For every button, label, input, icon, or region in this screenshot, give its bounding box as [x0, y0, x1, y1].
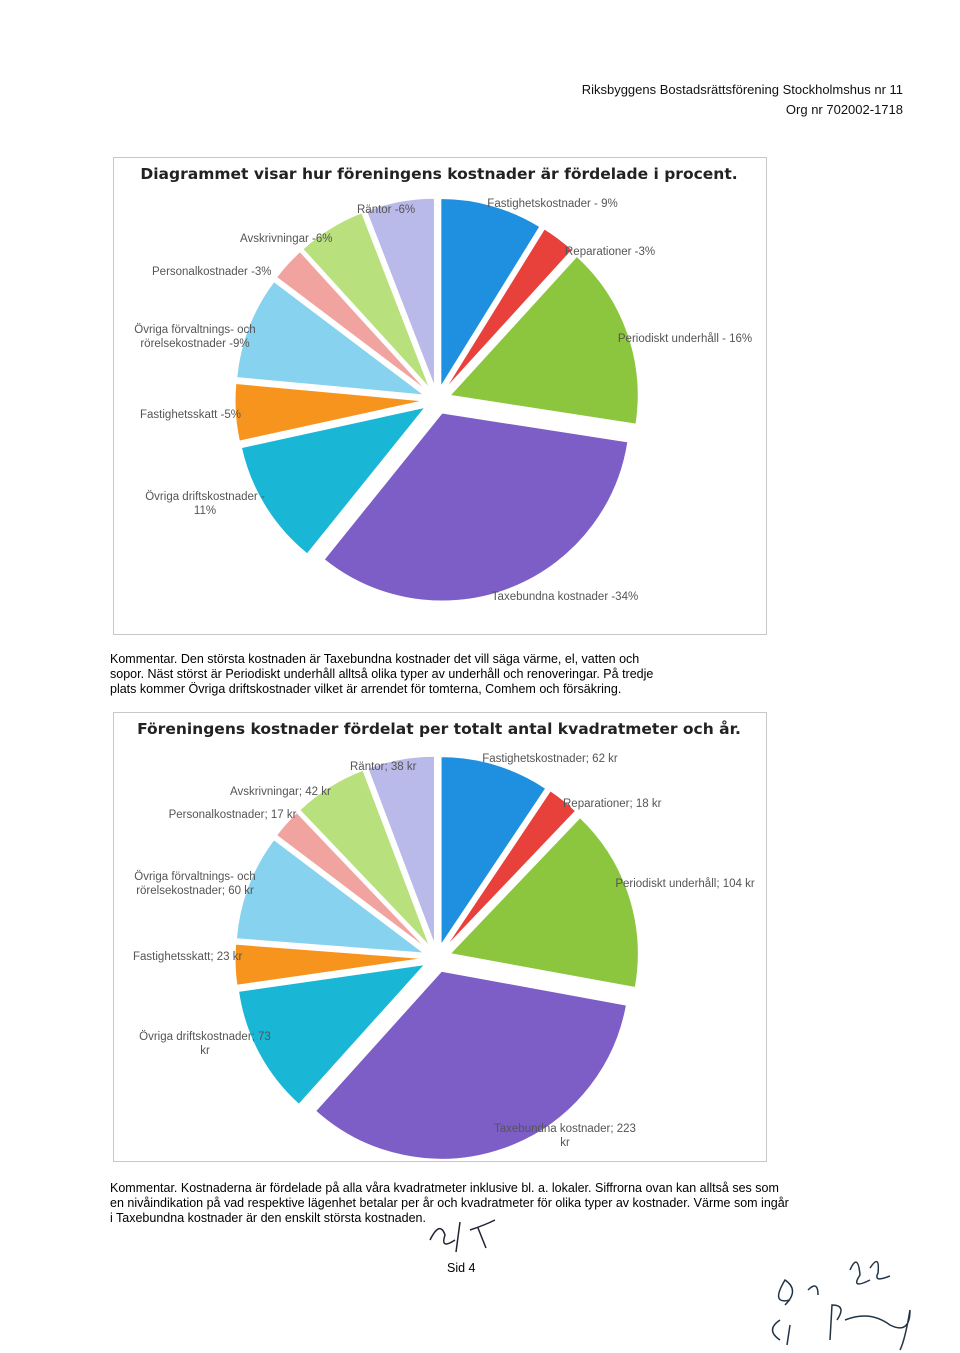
pie-slice: [299, 769, 431, 947]
comment: Kommentar. Kostnaderna är fördelade på a…: [110, 1181, 789, 1225]
pie-slice: [237, 963, 426, 1106]
pie-slice: [234, 382, 424, 442]
pie-slice: [236, 280, 426, 396]
pie-slice: [315, 970, 628, 1160]
slice-label: Övriga driftskostnader - 11%: [145, 491, 265, 517]
slice-label: Personalkostnader; 17 kr: [168, 809, 297, 821]
pie-slice: [440, 198, 541, 389]
pie-slice: [323, 412, 629, 602]
header-line: Riksbyggens Bostadsrättsförening Stockho…: [581, 82, 903, 97]
pie-slice: [240, 406, 427, 555]
pie-slice: [445, 790, 577, 948]
chart-frame: [113, 157, 767, 635]
slice-label: Personalkostnader -3%: [152, 266, 272, 278]
slice-label: Räntor -6%: [357, 204, 416, 216]
slice-label: Taxebundna kostnader; 223 kr: [494, 1123, 636, 1149]
slice-label: Avskrivningar; 42 kr: [230, 786, 331, 798]
page-number: Sid 4: [447, 1261, 476, 1275]
slice-label: Fastighetskostnader - 9%: [487, 198, 618, 210]
slice-label: Avskrivningar -6%: [240, 233, 333, 245]
pie-slice: [449, 255, 639, 425]
slice-label: Övriga driftskostnader; 73 kr: [139, 1031, 271, 1057]
pie-slice: [275, 811, 427, 950]
slice-label: Reparationer -3%: [565, 246, 656, 258]
chart-title: Föreningens kostnader fördelat per total…: [137, 720, 741, 738]
slice-label: Fastighetsskatt; 23 kr: [133, 951, 243, 963]
pie-slice: [365, 197, 435, 387]
pie-slice: [275, 250, 428, 391]
pie-slice: [235, 838, 426, 954]
slice-label: Räntor; 38 kr: [350, 761, 417, 773]
pie-slice: [367, 755, 435, 945]
slice-label: Fastighetsskatt -5%: [140, 409, 241, 421]
comment: Kommentar. Den största kostnaden är Taxe…: [110, 652, 654, 696]
slice-label: Reparationer; 18 kr: [563, 798, 662, 810]
slice-label: Periodiskt underhåll; 104 kr: [615, 878, 755, 890]
slice-label: Övriga förvaltnings- och rörelsekostnade…: [134, 871, 256, 897]
slice-label: Fastighetskostnader; 62 kr: [482, 753, 618, 765]
chart-title: Diagrammet visar hur föreningens kostnad…: [140, 165, 738, 183]
slice-label: Periodiskt underhåll - 16%: [617, 333, 753, 345]
chart-frame: [113, 712, 767, 1162]
pie-slice: [449, 816, 639, 989]
pie-slice: [234, 943, 424, 986]
pie-slice: [445, 228, 573, 390]
pie-slice: [440, 756, 547, 947]
slice-label: Övriga förvaltnings- och rörelsekostnade…: [134, 324, 256, 350]
pie-slice: [302, 212, 431, 389]
slice-label: Taxebundna kostnader -34%: [491, 591, 639, 603]
header-line: Org nr 702002-1718: [785, 102, 903, 117]
